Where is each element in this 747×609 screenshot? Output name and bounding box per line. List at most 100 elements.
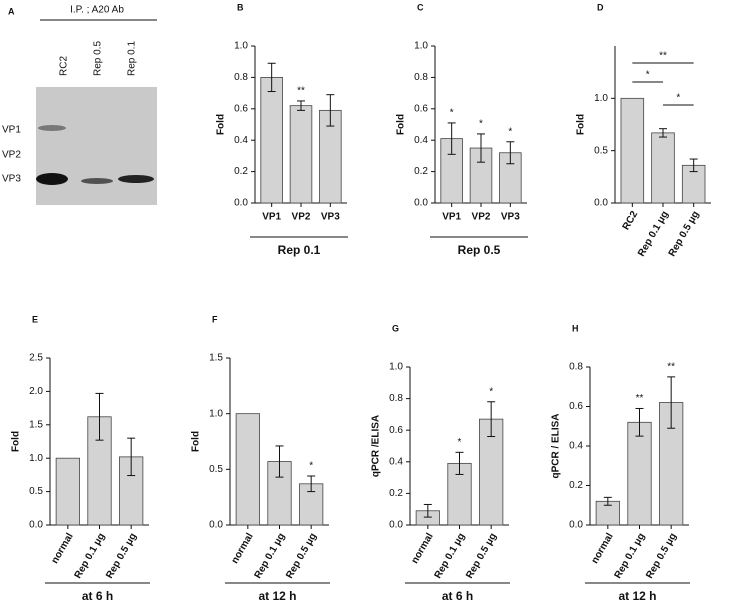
panel-label: A bbox=[8, 6, 15, 16]
x-tick-label: normal bbox=[410, 531, 436, 566]
x-tick-label: RC2 bbox=[621, 209, 641, 232]
x-tick-label: Rep 0.1 μg bbox=[636, 209, 671, 258]
y-tick-label: 0.8 bbox=[569, 362, 583, 373]
x-tick-label: VP2 bbox=[472, 212, 491, 223]
panel-label: G bbox=[392, 323, 399, 333]
bracket-label: * bbox=[646, 70, 650, 81]
y-tick-label: 0.8 bbox=[234, 72, 248, 83]
y-tick-label: 0.8 bbox=[414, 72, 428, 83]
y-tick-label: 0.0 bbox=[209, 520, 223, 531]
bracket-label: * bbox=[676, 93, 680, 104]
significance: * bbox=[309, 461, 313, 472]
band-label: VP1 bbox=[2, 125, 21, 136]
group-label: Rep 0.1 bbox=[278, 243, 321, 257]
y-axis-label: qPCR /ELISA bbox=[371, 415, 382, 477]
y-tick-label: 0.0 bbox=[389, 520, 403, 531]
y-axis-label: qPCR / ELISA bbox=[551, 413, 562, 478]
y-tick-label: 0.0 bbox=[569, 520, 583, 531]
significance: ** bbox=[297, 86, 305, 97]
y-tick-label: 1.0 bbox=[234, 41, 248, 52]
y-tick-label: 0.6 bbox=[389, 425, 403, 436]
band-label: VP2 bbox=[2, 150, 21, 161]
x-tick-label: Rep 0.5 μg bbox=[644, 531, 679, 580]
x-tick-label: normal bbox=[590, 531, 616, 566]
y-tick-label: 0.2 bbox=[569, 480, 583, 491]
significance: * bbox=[450, 108, 454, 119]
y-tick-label: 2.0 bbox=[29, 386, 43, 397]
blot-header: I.P. ; A20 Ab bbox=[70, 5, 124, 16]
x-tick-label: Rep 0.5 μg bbox=[464, 531, 499, 580]
group-label: at 12 h bbox=[618, 589, 656, 603]
x-tick-label: VP2 bbox=[292, 212, 311, 223]
y-tick-label: 0.6 bbox=[569, 401, 583, 412]
panel-label: H bbox=[572, 323, 579, 333]
y-axis-label: Fold bbox=[191, 431, 202, 452]
x-tick-label: Rep 0.5 μg bbox=[104, 531, 139, 580]
x-tick-label: Rep 0.5 μg bbox=[667, 209, 702, 258]
y-tick-label: 1.5 bbox=[209, 353, 223, 364]
y-tick-label: 0.0 bbox=[594, 198, 608, 209]
bar bbox=[620, 97, 645, 204]
bar bbox=[235, 413, 260, 526]
x-tick-label: Rep 0.1 μg bbox=[433, 531, 468, 580]
y-tick-label: 1.5 bbox=[29, 419, 43, 430]
panel-label: E bbox=[32, 314, 38, 324]
panel-label: C bbox=[417, 2, 424, 12]
y-tick-label: 0.2 bbox=[389, 488, 403, 499]
blot-image bbox=[36, 87, 157, 205]
x-tick-label: normal bbox=[230, 531, 256, 566]
group-label: at 6 h bbox=[82, 589, 113, 603]
band bbox=[38, 125, 66, 131]
x-tick-label: VP3 bbox=[501, 212, 520, 223]
x-tick-label: normal bbox=[50, 531, 76, 566]
y-tick-label: 0.5 bbox=[594, 145, 608, 156]
band bbox=[81, 178, 113, 184]
y-axis-label: Fold bbox=[11, 431, 22, 452]
group-label: at 6 h bbox=[442, 589, 473, 603]
y-tick-label: 0.4 bbox=[389, 456, 403, 467]
y-tick-label: 1.0 bbox=[389, 362, 403, 373]
bar bbox=[260, 77, 283, 204]
x-tick-label: VP3 bbox=[321, 212, 340, 223]
lane-label: Rep 0.5 bbox=[93, 41, 104, 76]
group-label: Rep 0.5 bbox=[458, 243, 501, 257]
y-tick-label: 0.6 bbox=[234, 103, 248, 114]
y-tick-label: 1.0 bbox=[209, 408, 223, 419]
y-axis-label: Fold bbox=[216, 114, 227, 135]
y-tick-label: 0.5 bbox=[209, 464, 223, 475]
significance: * bbox=[458, 437, 462, 448]
x-tick-label: VP1 bbox=[262, 212, 281, 223]
y-tick-label: 0.5 bbox=[29, 486, 43, 497]
significance: ** bbox=[636, 393, 644, 404]
bar bbox=[627, 421, 652, 526]
y-tick-label: 0.0 bbox=[414, 198, 428, 209]
bar bbox=[55, 457, 80, 526]
panel-label: B bbox=[237, 2, 244, 12]
x-tick-label: Rep 0.1 μg bbox=[73, 531, 108, 580]
significance: ** bbox=[667, 362, 675, 373]
panel-label: F bbox=[212, 314, 218, 324]
bar bbox=[651, 132, 675, 204]
lane-label: Rep 0.1 bbox=[127, 41, 138, 76]
band-label: VP3 bbox=[2, 174, 21, 185]
x-tick-label: Rep 0.1 μg bbox=[613, 531, 648, 580]
y-tick-label: 0.0 bbox=[234, 198, 248, 209]
panel-label: D bbox=[597, 2, 604, 12]
bracket-label: ** bbox=[659, 51, 667, 62]
y-tick-label: 1.0 bbox=[29, 453, 43, 464]
y-tick-label: 0.2 bbox=[234, 166, 248, 177]
y-tick-label: 0.4 bbox=[414, 135, 428, 146]
x-tick-label: Rep 0.1 μg bbox=[253, 531, 288, 580]
y-tick-label: 0.0 bbox=[29, 520, 43, 531]
significance: * bbox=[479, 119, 483, 130]
x-tick-label: Rep 0.5 μg bbox=[284, 531, 319, 580]
y-tick-label: 0.6 bbox=[414, 103, 428, 114]
significance: * bbox=[489, 386, 493, 397]
band bbox=[36, 173, 68, 185]
significance: * bbox=[508, 126, 512, 137]
y-tick-label: 0.4 bbox=[234, 135, 248, 146]
y-tick-label: 0.4 bbox=[569, 441, 583, 452]
x-tick-label: VP1 bbox=[442, 212, 461, 223]
y-tick-label: 2.5 bbox=[29, 353, 43, 364]
y-tick-label: 0.8 bbox=[389, 393, 403, 404]
